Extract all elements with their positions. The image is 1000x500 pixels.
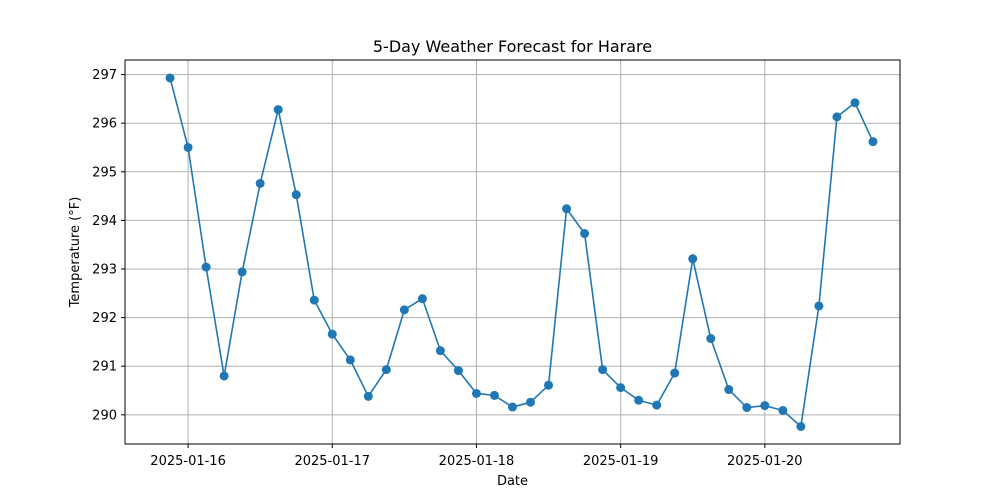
x-tick-label: 2025-01-18 xyxy=(439,454,515,469)
data-point xyxy=(255,178,265,188)
data-point xyxy=(868,137,878,147)
data-point xyxy=(327,329,337,339)
data-point xyxy=(309,295,319,305)
data-point xyxy=(778,405,788,415)
y-tick-label: 292 xyxy=(92,311,117,326)
data-point xyxy=(291,190,301,200)
data-point xyxy=(165,73,175,83)
chart-title: 5-Day Weather Forecast for Harare xyxy=(373,37,652,56)
y-tick-label: 295 xyxy=(92,165,117,180)
x-tick-label: 2025-01-16 xyxy=(150,454,226,469)
data-point xyxy=(345,355,355,365)
data-point xyxy=(652,400,662,410)
data-point xyxy=(237,267,247,277)
data-point xyxy=(724,385,734,395)
data-point xyxy=(832,112,842,122)
data-point xyxy=(273,105,283,115)
x-tick-label: 2025-01-20 xyxy=(727,454,803,469)
data-point xyxy=(544,380,554,390)
data-point xyxy=(742,403,752,413)
data-point xyxy=(399,305,409,315)
data-point xyxy=(435,346,445,356)
data-point xyxy=(634,395,644,405)
data-point xyxy=(814,301,824,311)
data-point xyxy=(796,422,806,431)
plot-frame xyxy=(124,59,901,445)
axis-ticks: 2025-01-16 2025-01-17 2025-01-18 2025-01-19… xyxy=(92,68,802,469)
series-layer xyxy=(165,73,878,431)
data-point xyxy=(706,334,716,344)
y-tick-label: 297 xyxy=(92,68,117,83)
y-tick-label: 294 xyxy=(92,214,117,229)
data-point xyxy=(381,365,391,375)
data-point xyxy=(526,397,536,407)
data-point xyxy=(219,371,229,381)
y-tick-label: 293 xyxy=(92,263,117,278)
data-point xyxy=(580,229,590,239)
x-axis-label: Date xyxy=(497,474,528,489)
grid-lines xyxy=(125,60,900,444)
data-point xyxy=(363,391,373,401)
data-point xyxy=(183,142,193,152)
data-point xyxy=(489,390,499,400)
data-point xyxy=(760,401,770,411)
x-tick-label: 2025-01-19 xyxy=(583,454,659,469)
y-tick-label: 296 xyxy=(92,117,117,132)
y-axis-label: Temperature (°F) xyxy=(68,197,83,309)
data-point xyxy=(616,383,626,393)
y-tick-label: 291 xyxy=(92,360,117,375)
data-point xyxy=(201,262,211,272)
data-point xyxy=(850,98,860,108)
data-point xyxy=(508,402,517,412)
y-tick-label: 290 xyxy=(92,408,117,423)
data-point xyxy=(453,366,463,376)
data-point xyxy=(562,204,572,214)
data-point xyxy=(471,388,481,398)
x-tick-label: 2025-01-17 xyxy=(294,454,370,469)
data-point xyxy=(417,294,427,304)
data-point xyxy=(670,368,680,378)
data-point xyxy=(598,365,608,375)
data-point xyxy=(688,254,698,264)
series-line xyxy=(169,77,874,428)
